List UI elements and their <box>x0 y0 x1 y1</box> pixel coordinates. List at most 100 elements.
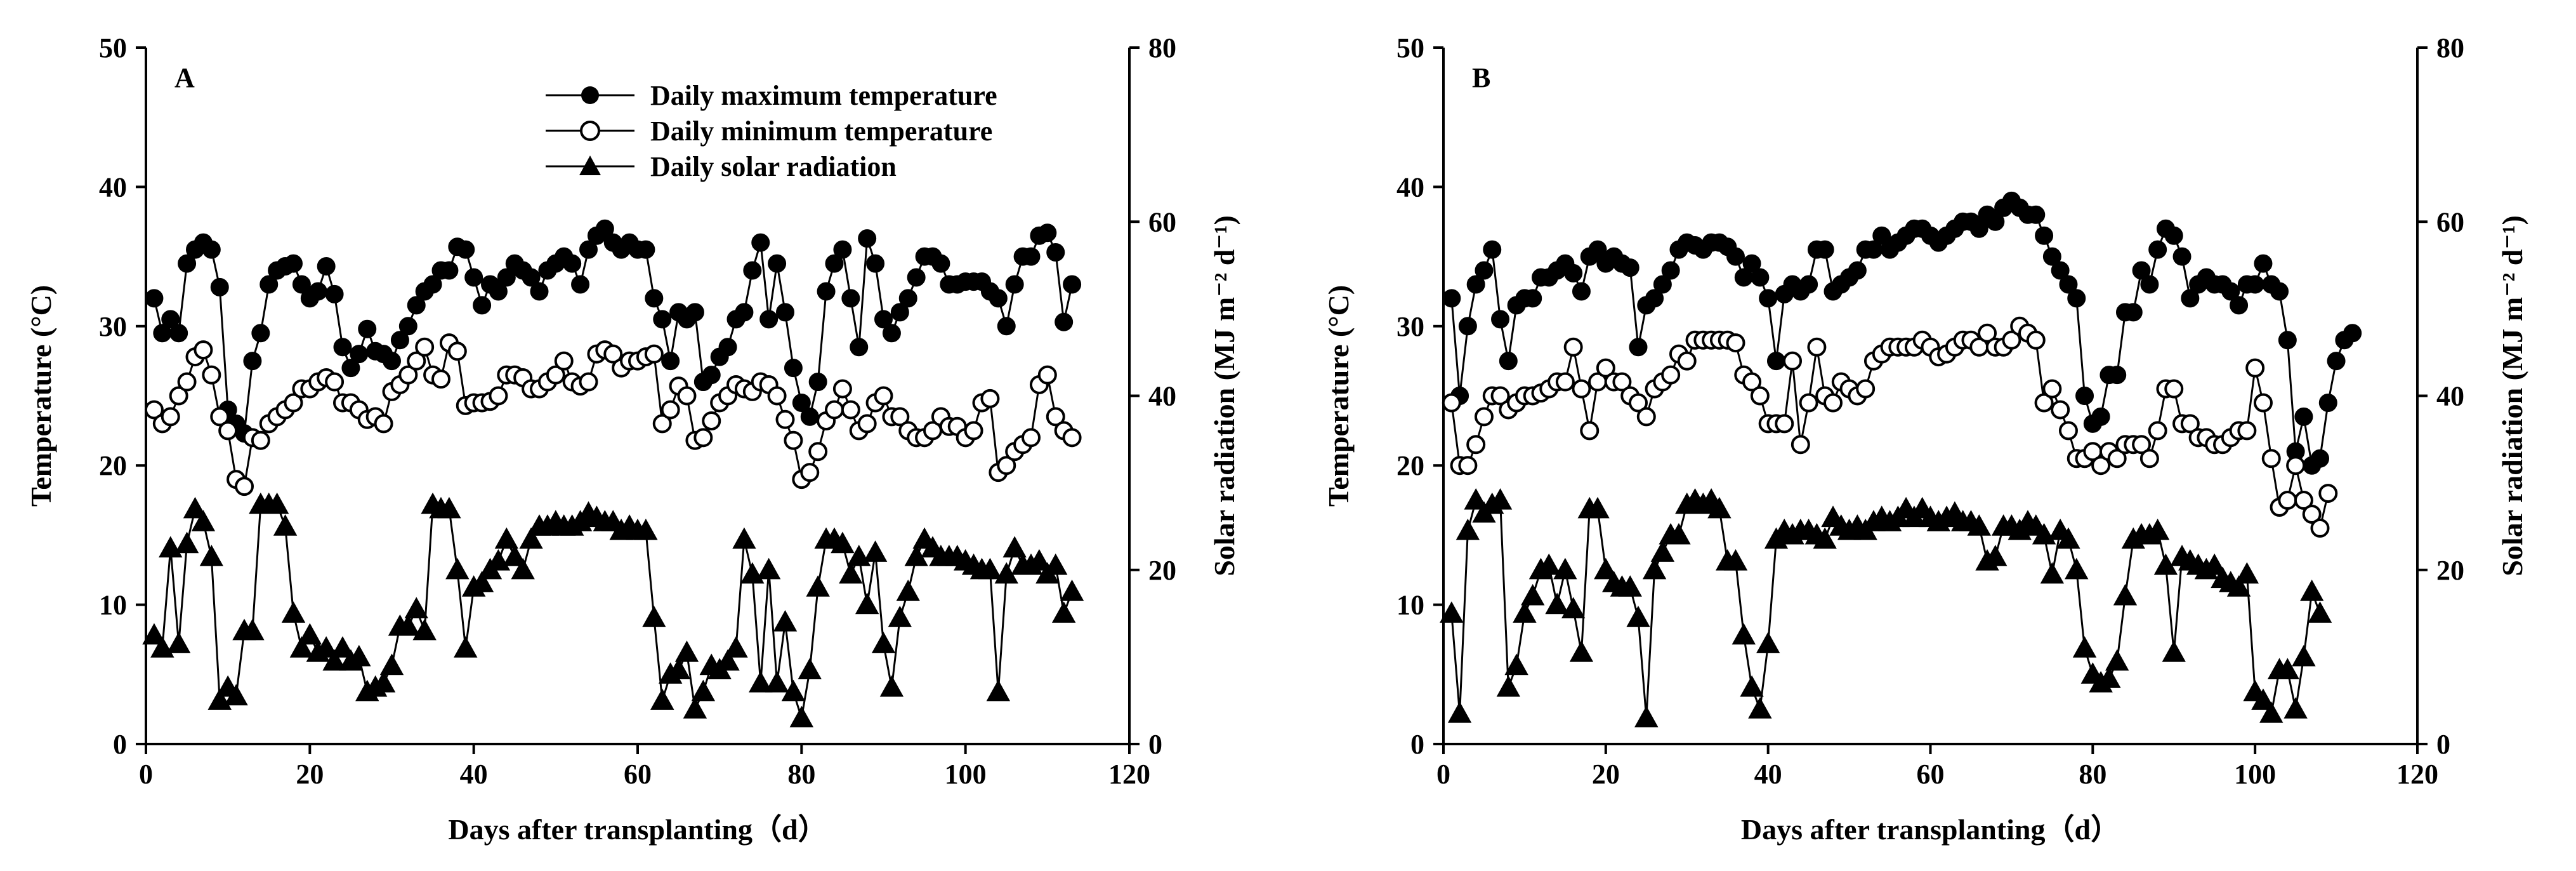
data-point <box>464 268 483 287</box>
data-point <box>1815 240 1834 259</box>
x-tick-label: 40 <box>1754 759 1782 790</box>
legend-marker <box>581 86 599 104</box>
data-point <box>2026 330 2046 350</box>
data-point <box>749 670 773 693</box>
data-point <box>2318 484 2338 503</box>
data-point <box>358 319 377 338</box>
data-point <box>177 372 197 392</box>
data-point <box>879 675 904 697</box>
data-point <box>1756 632 1780 653</box>
data-point <box>1661 365 1681 385</box>
data-point <box>1060 579 1084 601</box>
data-point <box>2113 583 2138 606</box>
data-point <box>2284 697 2308 719</box>
data-point <box>964 421 983 441</box>
x-tick-label: 120 <box>1108 759 1150 790</box>
data-point <box>1748 697 1772 719</box>
data-point <box>1650 540 1675 562</box>
data-point <box>1723 549 1748 571</box>
data-point <box>806 575 830 597</box>
data-point <box>808 442 828 462</box>
y2-tick-label: 80 <box>2436 32 2464 63</box>
y-tick-label: 0 <box>1410 729 1424 760</box>
data-point <box>732 527 756 549</box>
data-point <box>1466 435 1486 455</box>
legend-marker <box>580 121 600 141</box>
data-point <box>284 254 303 273</box>
data-point <box>2148 240 2167 259</box>
data-point <box>503 545 527 566</box>
data-point <box>456 240 475 259</box>
data-point <box>1046 407 1065 427</box>
data-point <box>404 597 428 619</box>
data-point <box>1563 337 1583 357</box>
data-point <box>1629 393 1648 413</box>
data-point <box>2230 296 2249 315</box>
y-tick-label: 20 <box>99 450 127 481</box>
data-point <box>666 658 691 680</box>
data-point <box>2035 226 2054 245</box>
data-point <box>2237 421 2257 441</box>
data-point <box>874 386 893 406</box>
data-point <box>781 679 806 701</box>
data-point <box>470 571 494 592</box>
data-point <box>1751 268 1770 287</box>
data-point <box>169 324 188 343</box>
data-point <box>645 289 664 308</box>
data-point <box>1872 226 1891 245</box>
data-point <box>161 310 180 329</box>
data-point <box>1586 496 1610 519</box>
data-point <box>1483 240 1502 259</box>
y-axis-label: Temperature (°C) <box>1322 285 1355 507</box>
data-point <box>511 557 535 580</box>
data-point <box>1742 254 1761 273</box>
data-point <box>1742 372 1762 392</box>
data-point <box>1440 601 1464 623</box>
data-point <box>1537 553 1561 575</box>
data-point <box>251 430 270 450</box>
data-point <box>178 254 197 273</box>
data-point <box>1750 386 1770 406</box>
data-point <box>1044 553 1068 575</box>
data-point <box>702 366 721 385</box>
data-point <box>634 518 658 540</box>
x-tick-label: 40 <box>460 759 488 790</box>
data-point <box>756 557 781 580</box>
data-point <box>298 623 322 645</box>
data-point <box>322 649 346 671</box>
legend-label: Daily maximum temperature <box>650 80 997 111</box>
data-point <box>882 324 901 343</box>
series-line <box>1450 498 2321 719</box>
data-point <box>789 705 814 728</box>
data-point <box>691 679 716 701</box>
data-point <box>2278 491 2297 510</box>
data-point <box>144 400 164 420</box>
data-point <box>874 310 893 329</box>
data-point <box>980 389 1000 408</box>
data-point <box>166 632 191 653</box>
data-point <box>2300 579 2324 601</box>
data-point <box>857 414 877 434</box>
data-point <box>839 562 863 584</box>
data-point <box>308 282 327 301</box>
data-point <box>2310 518 2330 538</box>
data-point <box>1969 219 1988 238</box>
data-point <box>265 492 289 514</box>
data-point <box>997 317 1016 336</box>
data-point <box>1062 428 1082 448</box>
data-point <box>2058 421 2078 441</box>
y2-tick-label: 40 <box>1148 381 1176 412</box>
data-point <box>431 369 450 389</box>
y2-tick-label: 20 <box>2436 555 2464 586</box>
data-point <box>314 636 338 658</box>
series-daily-minimum-temperature <box>144 333 1082 496</box>
data-point <box>1759 289 1778 308</box>
data-point <box>1504 653 1528 675</box>
data-point <box>907 268 926 287</box>
data-point <box>1740 675 1764 697</box>
y-tick-label: 40 <box>99 171 127 203</box>
data-point <box>1464 488 1488 510</box>
data-point <box>347 644 371 667</box>
data-point <box>412 618 437 641</box>
data-point <box>473 296 492 315</box>
